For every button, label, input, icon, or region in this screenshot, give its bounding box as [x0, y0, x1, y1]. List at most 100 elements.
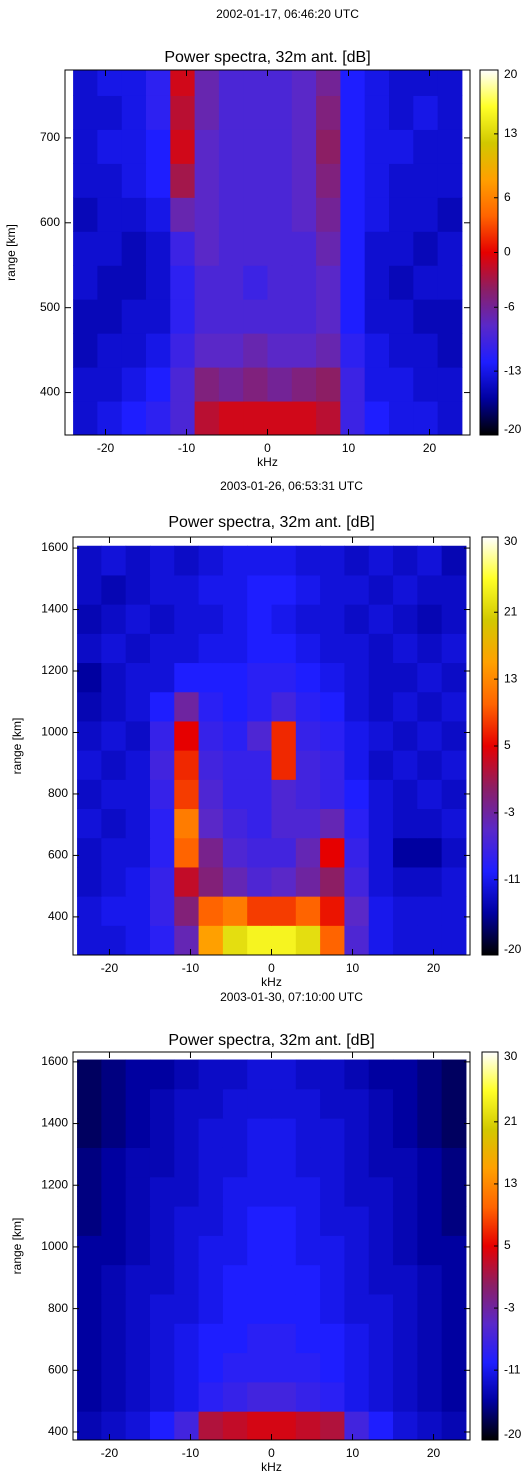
x-axis-label: kHz	[257, 455, 278, 469]
heatmap-cell	[247, 574, 272, 605]
heatmap-cell	[368, 691, 394, 722]
subtitle: 2003-01-30, 07:10:00 UTC	[220, 990, 363, 1004]
heatmap-cell	[368, 633, 394, 664]
heatmap-cell	[340, 163, 366, 198]
heatmap-cell	[291, 231, 317, 266]
heatmap-cell	[243, 163, 268, 198]
heatmap-cell	[174, 1235, 200, 1266]
heatmap-cell	[73, 95, 98, 130]
heatmap-cell	[174, 720, 200, 751]
heatmap-cell	[295, 1206, 321, 1236]
heatmap-cells	[77, 1059, 467, 1470]
heatmap-cell	[316, 197, 341, 232]
heatmap-cell	[320, 1440, 345, 1470]
heatmap-cell	[267, 299, 293, 334]
heatmap-cell	[389, 163, 414, 198]
heatmap-cell	[437, 95, 463, 130]
heatmap-cell	[97, 333, 123, 368]
heatmap-cell	[101, 1147, 127, 1178]
heatmap-cell	[271, 1235, 297, 1266]
heatmap-cell	[247, 896, 272, 926]
y-tick-label: 1200	[41, 663, 68, 677]
heatmap-cell	[198, 808, 224, 839]
heatmap-cell	[247, 808, 272, 839]
heatmap-cell	[441, 750, 467, 780]
heatmap-cell	[437, 197, 463, 232]
heatmap-cell	[320, 662, 345, 693]
heatmap-cell	[368, 662, 394, 693]
heatmap-cell	[97, 95, 123, 130]
heatmap-cell	[393, 866, 418, 897]
heatmap-cell	[77, 720, 102, 751]
x-tick-label: -20	[101, 1446, 119, 1460]
heatmap-cell	[222, 545, 248, 576]
heatmap-cell	[146, 231, 171, 266]
heatmap-cell	[364, 299, 390, 334]
heatmap-cell	[125, 1235, 151, 1266]
heatmap-cell	[393, 1059, 418, 1090]
heatmap-cell	[247, 1352, 272, 1383]
heatmap-cell	[344, 866, 370, 897]
heatmap-cell	[271, 866, 297, 897]
heatmap-cell	[417, 1059, 443, 1090]
x-tick-label: -20	[101, 961, 119, 975]
heatmap-cell	[97, 401, 123, 435]
heatmap-cell	[271, 574, 297, 605]
heatmap-cell	[247, 925, 272, 955]
heatmap-cell	[77, 808, 102, 839]
heatmap-cell	[271, 1059, 297, 1090]
heatmap-cell	[393, 750, 418, 780]
colorbar-tick-label: -20	[504, 422, 522, 436]
heatmap-cell	[149, 808, 175, 839]
heatmap-cells	[77, 545, 467, 955]
heatmap-cell	[291, 163, 317, 198]
heatmap-cell	[198, 866, 224, 897]
heatmap-cell	[271, 662, 297, 693]
heatmap-cell	[271, 720, 297, 751]
heatmap-cell	[437, 70, 463, 96]
heatmap-cell	[170, 333, 196, 368]
heatmap-cell	[97, 129, 123, 164]
heatmap-cell	[101, 896, 127, 926]
heatmap-cell	[101, 1176, 127, 1207]
heatmap-cell	[437, 265, 463, 300]
heatmap-cell	[393, 633, 418, 664]
heatmap-cell	[121, 197, 147, 232]
heatmap-cell	[198, 750, 224, 780]
heatmap-cell	[174, 1264, 200, 1295]
heatmap-cell	[170, 367, 196, 402]
chart-title: Power spectra, 32m ant. [dB]	[168, 514, 374, 531]
heatmap-cell	[73, 333, 98, 368]
heatmap-cell	[441, 837, 467, 868]
heatmap-cell	[222, 1088, 248, 1119]
heatmap-cell	[101, 1118, 127, 1148]
heatmap-cell	[125, 1323, 151, 1354]
y-tick-label: 1000	[41, 1239, 68, 1253]
heatmap-cell	[441, 604, 467, 634]
heatmap-cell	[73, 367, 98, 402]
heatmap-cell	[368, 896, 394, 926]
heatmap-cell	[267, 197, 293, 232]
heatmap-cell	[344, 720, 370, 751]
heatmap-cell	[344, 1088, 370, 1119]
heatmap-cell	[344, 1264, 370, 1295]
colorbar-tick-label: -6	[504, 299, 515, 313]
heatmap-cell	[389, 299, 414, 334]
heatmap-cell	[344, 545, 370, 576]
heatmap-cell	[413, 367, 439, 402]
heatmap-cell	[198, 1235, 224, 1266]
heatmap-cell	[368, 1323, 394, 1354]
heatmap-cell	[77, 1381, 102, 1412]
heatmap-cell	[97, 265, 123, 300]
heatmap-cell	[77, 574, 102, 605]
heatmap-cell	[77, 1235, 102, 1266]
heatmap-cell	[364, 401, 390, 435]
heatmap-cell	[247, 1206, 272, 1236]
heatmap-cell	[77, 1206, 102, 1236]
heatmap-cell	[441, 662, 467, 693]
heatmap-cell	[222, 574, 248, 605]
heatmap-cell	[247, 1118, 272, 1148]
heatmap-cell	[149, 750, 175, 780]
heatmap-cell	[441, 545, 467, 576]
heatmap-cell	[340, 333, 366, 368]
